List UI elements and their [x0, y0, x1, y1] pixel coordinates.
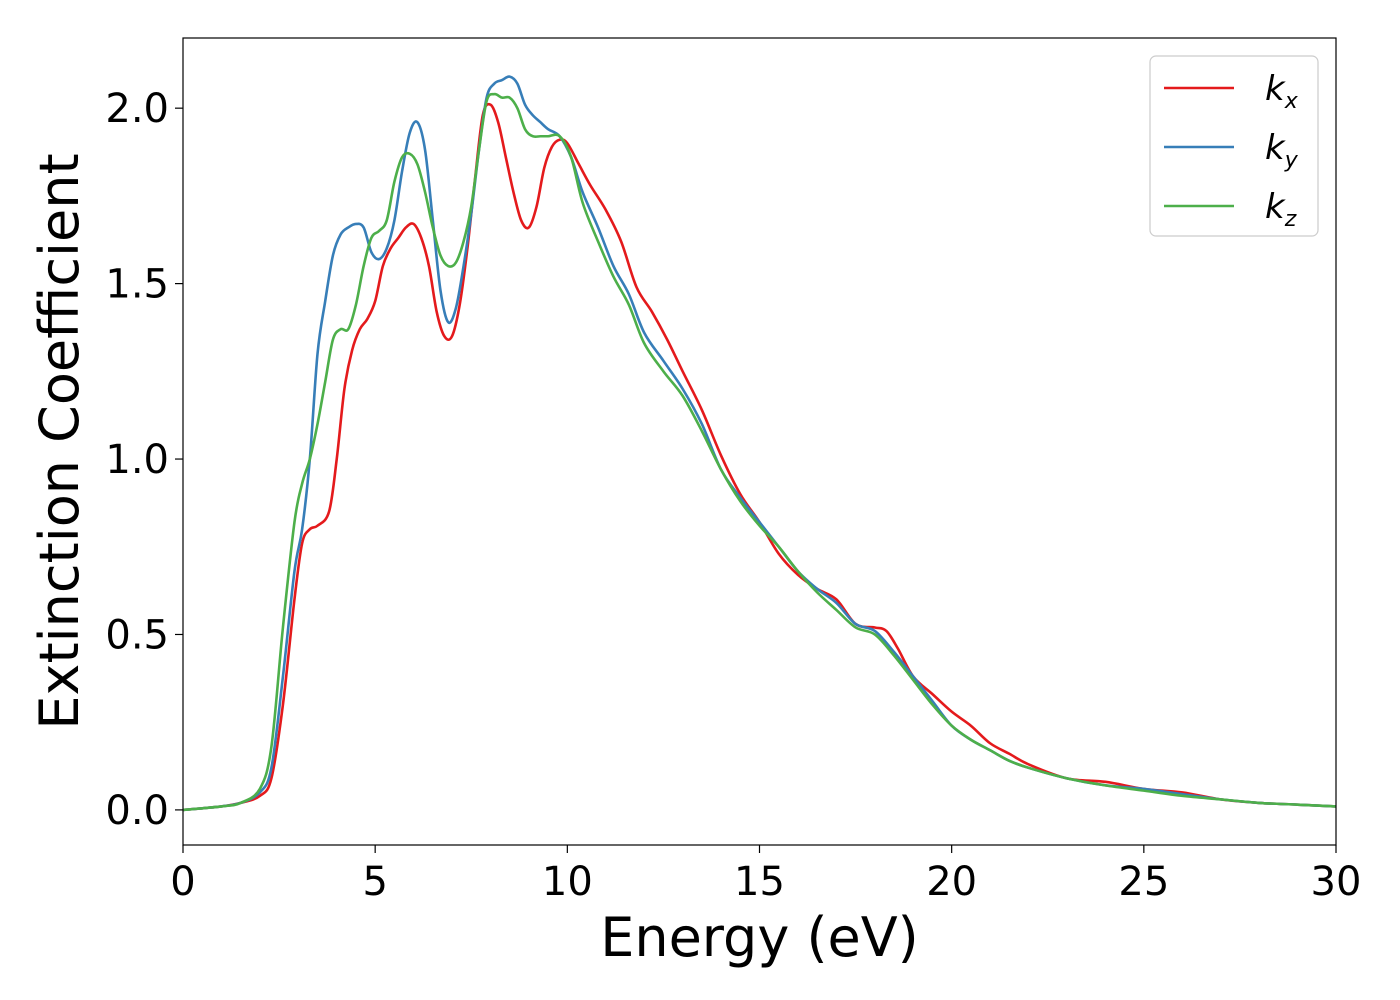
x-tick-label: 20 — [926, 859, 977, 905]
legend-label-kz: kz — [1265, 187, 1297, 232]
y-tick-label: 2.0 — [105, 86, 169, 132]
x-tick-label: 10 — [542, 859, 593, 905]
y-tick-label: 1.5 — [105, 262, 169, 308]
legend-label-ky: ky — [1265, 128, 1299, 173]
y-tick-label: 1.0 — [105, 437, 169, 483]
x-axis-ticks: 0 5 10 15 20 25 30 — [170, 845, 1361, 905]
legend-label-kx: kx — [1265, 69, 1299, 114]
x-axis-title: Energy (eV) — [600, 906, 919, 969]
y-axis-title: Extinction Coefficient — [28, 153, 91, 729]
series-line-kx — [183, 102, 1336, 812]
y-axis-ticks: 0.0 0.5 1.0 1.5 2.0 — [105, 86, 183, 834]
series-line-kz — [183, 92, 1336, 812]
x-tick-label: 15 — [734, 859, 785, 905]
x-tick-label: 30 — [1311, 859, 1362, 905]
y-tick-label: 0.5 — [105, 612, 169, 658]
y-tick-label: 0.0 — [105, 788, 169, 834]
x-tick-label: 25 — [1118, 859, 1169, 905]
legend: kx ky kz — [1149, 55, 1319, 237]
x-tick-label: 0 — [170, 859, 195, 905]
x-tick-label: 5 — [362, 859, 387, 905]
series-layer — [183, 75, 1336, 812]
